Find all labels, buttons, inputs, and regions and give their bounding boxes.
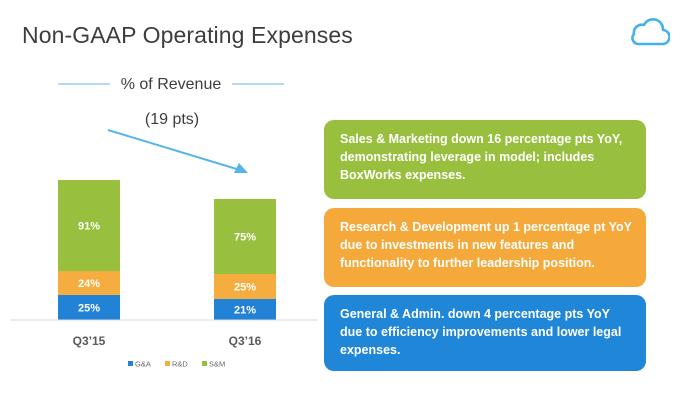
bar-ga-1	[58, 295, 120, 320]
bar-ga-2	[214, 299, 276, 320]
chart-title: % of Revenue	[121, 76, 222, 93]
bar-sm-2	[214, 199, 276, 274]
bar-rd-1	[58, 271, 120, 295]
research-development-callout: Research & Development up 1 percentage p…	[324, 208, 646, 287]
legend-label-rd: R&D	[172, 360, 188, 369]
x-tick-label-2: Q3’16	[229, 334, 262, 348]
sales-marketing-callout: Sales & Marketing down 16 percentage pts…	[324, 120, 646, 199]
legend-label-sm: S&M	[209, 360, 225, 369]
bar-rd-2	[214, 274, 276, 299]
legend-swatch-sm	[202, 361, 207, 366]
data-label-sm-1: 91%	[78, 221, 100, 233]
data-label-ga-1: 25%	[78, 303, 100, 315]
data-label-rd-1: 24%	[78, 278, 100, 290]
trend-arrowhead	[234, 163, 248, 173]
legend-swatch-ga	[128, 361, 133, 366]
slide-title: Non-GAAP Operating Expenses	[22, 22, 353, 48]
legend-label-ga: G&A	[135, 360, 151, 369]
data-label-rd-2: 25%	[234, 282, 256, 294]
trend-arrow	[107, 129, 241, 171]
data-label-ga-2: 21%	[234, 305, 256, 317]
x-tick-label-1: Q3’15	[73, 334, 106, 348]
bar-sm-1	[58, 180, 120, 271]
general-admin-callout: General & Admin. down 4 percentage pts Y…	[324, 295, 646, 371]
legend-swatch-rd	[165, 361, 170, 366]
change-annotation: (19 pts)	[145, 111, 199, 128]
data-label-sm-2: 75%	[234, 232, 256, 244]
cloud-icon	[630, 14, 671, 51]
